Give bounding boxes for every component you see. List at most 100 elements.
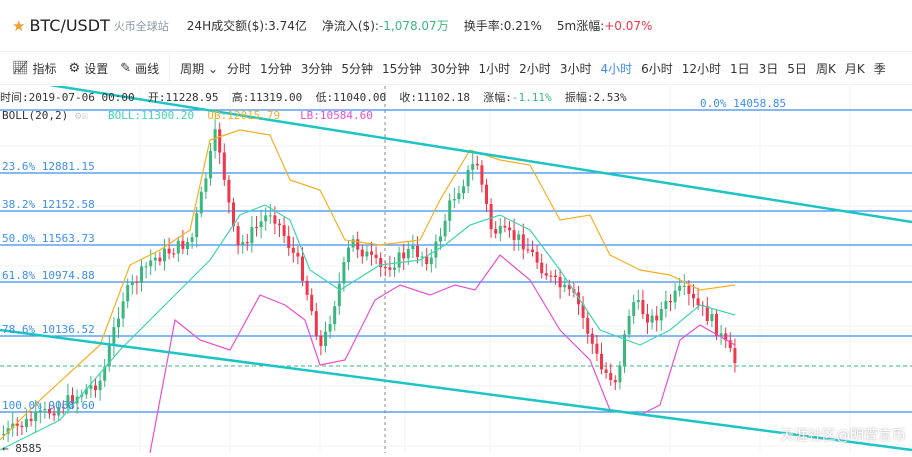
period-11[interactable]: 12小时 (681, 62, 722, 76)
candle-body (324, 331, 327, 347)
candle-body (333, 306, 337, 325)
candle-body (66, 395, 70, 408)
period-4[interactable]: 15分钟 (381, 62, 422, 76)
period-15[interactable]: 周K (815, 62, 836, 76)
candle-body (282, 225, 286, 236)
candle-body (112, 327, 116, 346)
period-10[interactable]: 6小时 (641, 62, 673, 76)
candle-body (149, 260, 153, 267)
candle-body (29, 418, 33, 422)
fib-label: 78.6% 10136.52 (2, 323, 95, 336)
candle-body (209, 150, 212, 179)
change5m-label: 5m涨幅: (556, 19, 605, 33)
candle-body (365, 251, 369, 257)
volume-value: 3.74亿 (268, 19, 307, 33)
low-price-marker: ← 8585 (2, 442, 42, 455)
candle-body (107, 345, 111, 367)
info-open: 开:11228.95 (147, 91, 219, 104)
candle-body (531, 249, 534, 253)
settings-label: 设置 (84, 62, 109, 76)
info-close: 收:11102.18 (399, 91, 471, 104)
candle-body (503, 225, 507, 228)
period-dropdown[interactable]: 周期 ⌄ (180, 60, 218, 77)
candle-body (705, 306, 709, 321)
candle-body (130, 281, 134, 286)
candle-body (443, 220, 447, 237)
watermark: 天涯社区@明萱言币 (780, 428, 906, 444)
candle-body (204, 178, 208, 192)
favorite-star-icon[interactable]: ★ (12, 16, 26, 35)
period-16[interactable]: 月K (844, 62, 865, 76)
symbol[interactable]: BTC/USDT (29, 16, 110, 35)
candle-body (429, 257, 433, 265)
candle-body (673, 290, 677, 303)
candle-body (264, 215, 268, 222)
divider (169, 53, 171, 84)
candle-body (512, 230, 516, 240)
candle-body (94, 385, 97, 391)
candle-body (296, 252, 300, 257)
candle-body (457, 193, 461, 200)
candle-body (613, 380, 617, 383)
chart-canvas[interactable] (0, 83, 912, 454)
candle-body (632, 302, 636, 316)
period-2[interactable]: 3分钟 (300, 62, 333, 76)
candle-body (6, 428, 10, 434)
candle-body (586, 317, 590, 334)
fib-label: 100.0% 9068.60 (2, 399, 95, 412)
info-change-label: 涨幅: (483, 91, 512, 104)
candle-body (687, 285, 691, 294)
candle-body (728, 340, 732, 349)
candle-body (379, 258, 383, 268)
info-change: -1.11% (511, 91, 552, 104)
settings-button[interactable]: ⚙ 设置 (69, 60, 109, 77)
turnover-value: 0.21% (503, 18, 542, 33)
boll-mid: BOLL:11300.20 (107, 109, 195, 122)
candle-body (696, 298, 700, 306)
candle-body (61, 407, 65, 409)
candle-body (462, 186, 465, 194)
candle-body (268, 215, 272, 217)
period-17[interactable]: 季 (873, 62, 886, 76)
candle-body (411, 245, 415, 249)
candle-body (172, 253, 176, 255)
candle-body (140, 266, 143, 283)
boll-close-icon[interactable]: ☒ (81, 109, 89, 122)
boll-settings-icon[interactable]: ⚙ (74, 109, 82, 122)
period-9[interactable]: 4小时 (600, 62, 633, 76)
period-6[interactable]: 1小时 (478, 62, 511, 76)
candle-body (259, 221, 263, 228)
candle-body (406, 248, 410, 259)
candle-body (291, 247, 295, 253)
candle-body (57, 407, 61, 416)
candle-body (374, 254, 378, 259)
period-5[interactable]: 30分钟 (430, 62, 470, 76)
period-1[interactable]: 1分钟 (260, 62, 292, 76)
candle-body (222, 152, 226, 180)
period-7[interactable]: 2小时 (519, 62, 551, 76)
candle-body (439, 236, 442, 242)
candle-body (540, 262, 544, 274)
period-0[interactable]: 分时 (227, 62, 252, 76)
period-14[interactable]: 5日 (787, 62, 807, 76)
candle-body (314, 311, 318, 336)
candle-body (489, 203, 493, 230)
candle-body (89, 385, 93, 389)
info-time: 时间:2019-07-06 00:00 (0, 91, 135, 104)
candle-body (43, 408, 47, 411)
candle-body (144, 266, 148, 268)
indicator-button[interactable]: 📈︎ 指标 (12, 60, 57, 77)
draw-button[interactable]: ✎ 画线 (120, 60, 159, 77)
candle-body (475, 163, 479, 166)
period-8[interactable]: 3小时 (559, 62, 592, 76)
period-13[interactable]: 3日 (758, 62, 779, 76)
period-3[interactable]: 5分钟 (341, 62, 373, 76)
kline-chart[interactable]: 时间:2019-07-06 00:00 开:11228.95 高:11319.0… (0, 83, 912, 455)
fib-label: 50.0% 11563.73 (2, 232, 95, 245)
candle-body (278, 223, 281, 226)
candle-body (232, 202, 235, 227)
candle-body (710, 313, 714, 321)
period-12[interactable]: 1日 (730, 62, 750, 76)
candle-body (227, 179, 231, 203)
turnover-label: 换手率: (463, 19, 504, 33)
